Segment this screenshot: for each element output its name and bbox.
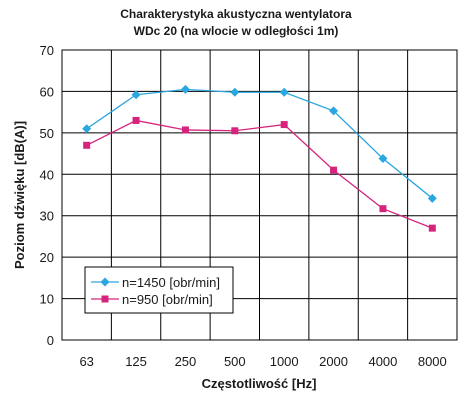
x-tick-label: 8000 xyxy=(418,354,447,369)
y-tick-label: 10 xyxy=(40,292,54,307)
legend-box xyxy=(84,266,234,314)
data-point-s1 xyxy=(329,106,339,116)
y-tick-label: 30 xyxy=(40,209,54,224)
x-tick-label: 125 xyxy=(125,354,147,369)
x-tick-labels: 63 125 250 500 1000 2000 4000 8000 xyxy=(79,354,446,369)
x-axis-label: Częstotliwość [Hz] xyxy=(202,376,317,391)
legend-label-2: n=950 [obr/min] xyxy=(122,292,213,307)
x-tick-label: 4000 xyxy=(368,354,397,369)
y-tick-label: 20 xyxy=(40,250,54,265)
data-point-s2 xyxy=(379,205,387,213)
x-tick-label: 500 xyxy=(224,354,246,369)
y-tick-label: 0 xyxy=(47,333,54,348)
x-tick-label: 63 xyxy=(79,354,93,369)
x-tick-label: 2000 xyxy=(319,354,348,369)
data-point-s1 xyxy=(378,154,388,164)
chart-subtitle: WDc 20 (na wlocie w odległości 1m) xyxy=(134,24,339,38)
data-point-s1 xyxy=(82,124,92,134)
data-point-s2 xyxy=(428,224,436,232)
legend-label-1: n=1450 [obr/min] xyxy=(122,275,220,290)
data-point-s1 xyxy=(427,193,437,203)
data-point-s1 xyxy=(180,84,190,94)
data-point-s2 xyxy=(83,141,91,149)
series-line-2 xyxy=(86,119,433,229)
y-tick-labels: 0 10 20 30 40 50 60 70 xyxy=(40,43,54,348)
legend-marker-1 xyxy=(100,277,110,287)
data-point-s2 xyxy=(132,116,140,124)
x-tick-label: 1000 xyxy=(270,354,299,369)
data-point-s1 xyxy=(131,90,141,100)
x-tick-label: 250 xyxy=(175,354,197,369)
legend-marker-2 xyxy=(101,295,109,303)
y-tick-label: 40 xyxy=(40,167,54,182)
data-point-s2 xyxy=(280,121,288,129)
y-tick-label: 60 xyxy=(40,84,54,99)
y-axis-label: Poziom dźwięku [dB(A)] xyxy=(12,121,27,269)
y-tick-label: 70 xyxy=(40,43,54,58)
data-point-s1 xyxy=(230,87,240,97)
legend: n=1450 [obr/min] n=950 [obr/min] xyxy=(84,266,234,314)
chart-title: Charakterystyka akustyczna wentylatora xyxy=(120,7,352,21)
series-line-1 xyxy=(86,88,433,199)
data-point-s2 xyxy=(181,126,189,134)
data-point-s2 xyxy=(231,127,239,135)
series-layer xyxy=(82,84,437,232)
data-point-s2 xyxy=(330,166,338,174)
y-tick-label: 50 xyxy=(40,126,54,141)
data-point-s1 xyxy=(279,87,289,97)
